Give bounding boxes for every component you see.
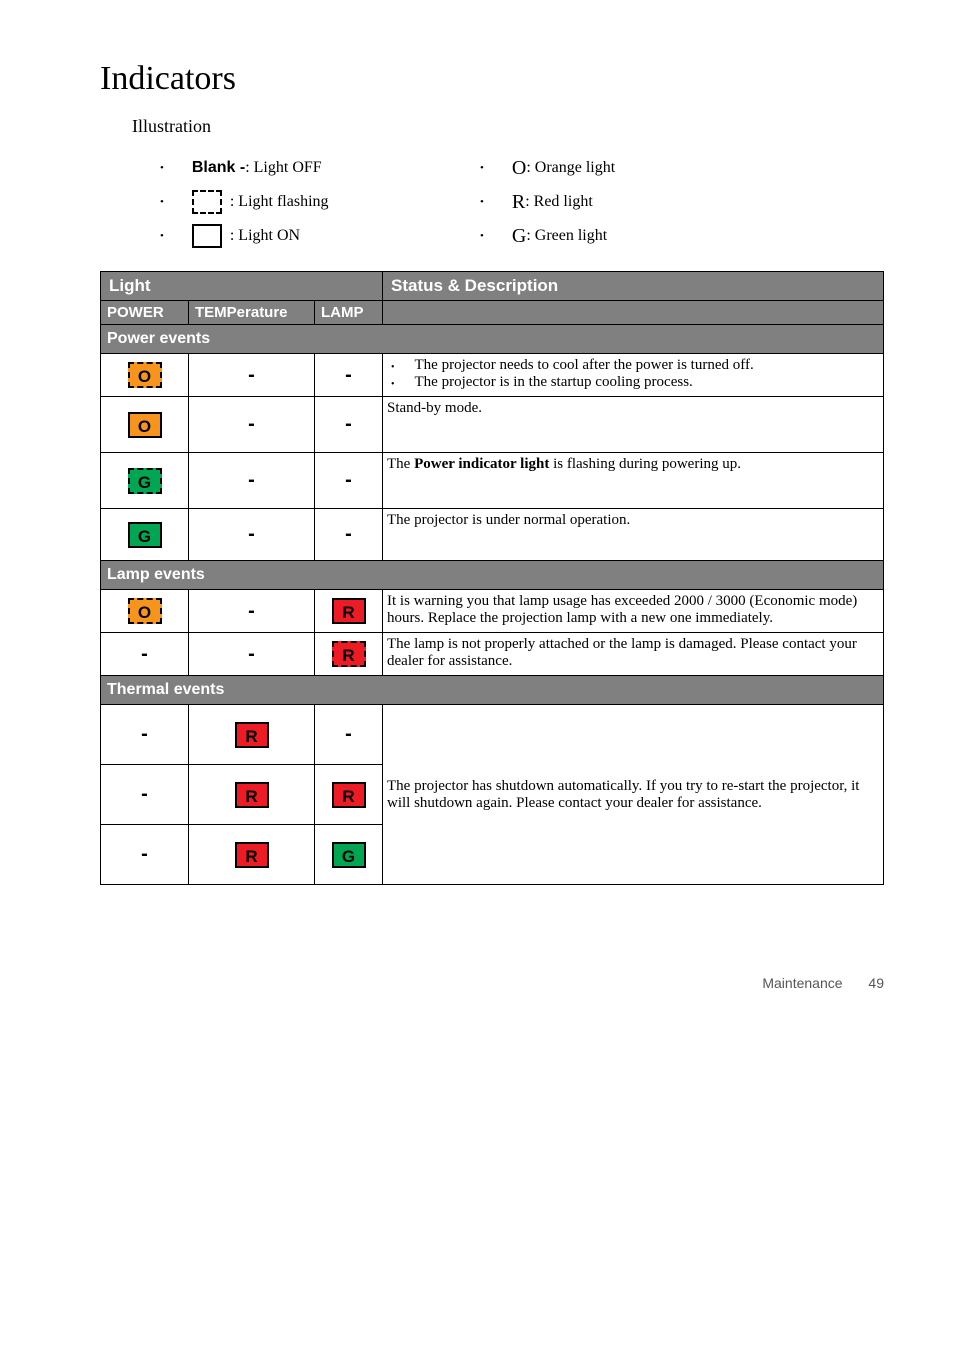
temp-indicator-red-solid: R [235,842,269,868]
bullet-icon: • [160,230,164,242]
flashing-box-icon [192,190,222,214]
dash-icon: - [248,413,255,435]
dash-icon: - [248,469,255,491]
section-thermal-events: Thermal events [101,676,884,705]
dash-icon: - [345,723,352,745]
dash-icon: - [248,523,255,545]
dash-icon: - [141,723,148,745]
bullet-icon: • [480,230,484,242]
footer-page: 49 [868,975,884,991]
header-status: Status & Description [383,272,884,301]
dash-icon: - [248,643,255,665]
power-indicator-orange-solid: O [128,412,162,438]
dash-icon: - [141,783,148,805]
legend-text: : Red light [525,193,593,211]
page-title: Indicators [100,60,884,98]
footer-label: Maintenance [762,975,842,991]
temp-indicator-red-solid: R [235,722,269,748]
red-letter: R [512,191,525,214]
description-cell: It is warning you that lamp usage has ex… [383,590,884,633]
temp-indicator-red-solid: R [235,782,269,808]
legend-text: : Green light [526,227,607,245]
lamp-indicator-red-solid: R [332,782,366,808]
subheader-temperature: TEMPerature [189,301,315,325]
lamp-indicator-green-solid: G [332,842,366,868]
dash-icon: - [141,843,148,865]
subheader-lamp: LAMP [315,301,383,325]
power-indicator-orange-flashing: O [128,362,162,388]
indicators-table: Light Status & Description POWER TEMPera… [100,271,884,885]
bullet-icon: • [480,162,484,174]
green-letter: G [512,225,526,248]
dash-icon: - [248,600,255,622]
legend-text: : Light ON [230,227,300,245]
description-cell: The projector has shutdown automatically… [383,705,884,885]
dash-icon: - [345,523,352,545]
power-indicator-green-flashing: G [128,468,162,494]
page-footer: Maintenance 49 [100,975,884,991]
description-cell: The lamp is not properly attached or the… [383,633,884,676]
power-indicator-green-solid: G [128,522,162,548]
dash-icon: - [141,643,148,665]
header-light: Light [101,272,383,301]
orange-letter: O [512,157,526,180]
description-cell: •The projector needs to cool after the p… [383,354,884,397]
dash-icon: - [345,469,352,491]
dash-icon: - [345,413,352,435]
legend: • Blank - : Light OFF • O : Orange light… [160,151,884,253]
description-cell: The projector is under normal operation. [383,509,884,561]
subheader-power: POWER [101,301,189,325]
solid-box-icon [192,224,222,248]
legend-text: : Light OFF [245,159,321,177]
dash-icon: - [248,364,255,386]
blank-label: Blank - [192,159,245,177]
lamp-indicator-red-solid: R [332,598,366,624]
subheader-blank [383,301,884,325]
section-power-events: Power events [101,325,884,354]
section-lamp-events: Lamp events [101,561,884,590]
bullet-icon: • [480,196,484,208]
description-cell: The Power indicator light is flashing du… [383,453,884,509]
bullet-icon: • [160,162,164,174]
illustration-heading: Illustration [132,116,884,137]
power-indicator-orange-flashing: O [128,598,162,624]
description-cell: Stand-by mode. [383,397,884,453]
lamp-indicator-red-flashing: R [332,641,366,667]
bullet-icon: • [160,196,164,208]
legend-text: : Orange light [526,159,615,177]
dash-icon: - [345,364,352,386]
legend-text: : Light flashing [230,193,329,211]
